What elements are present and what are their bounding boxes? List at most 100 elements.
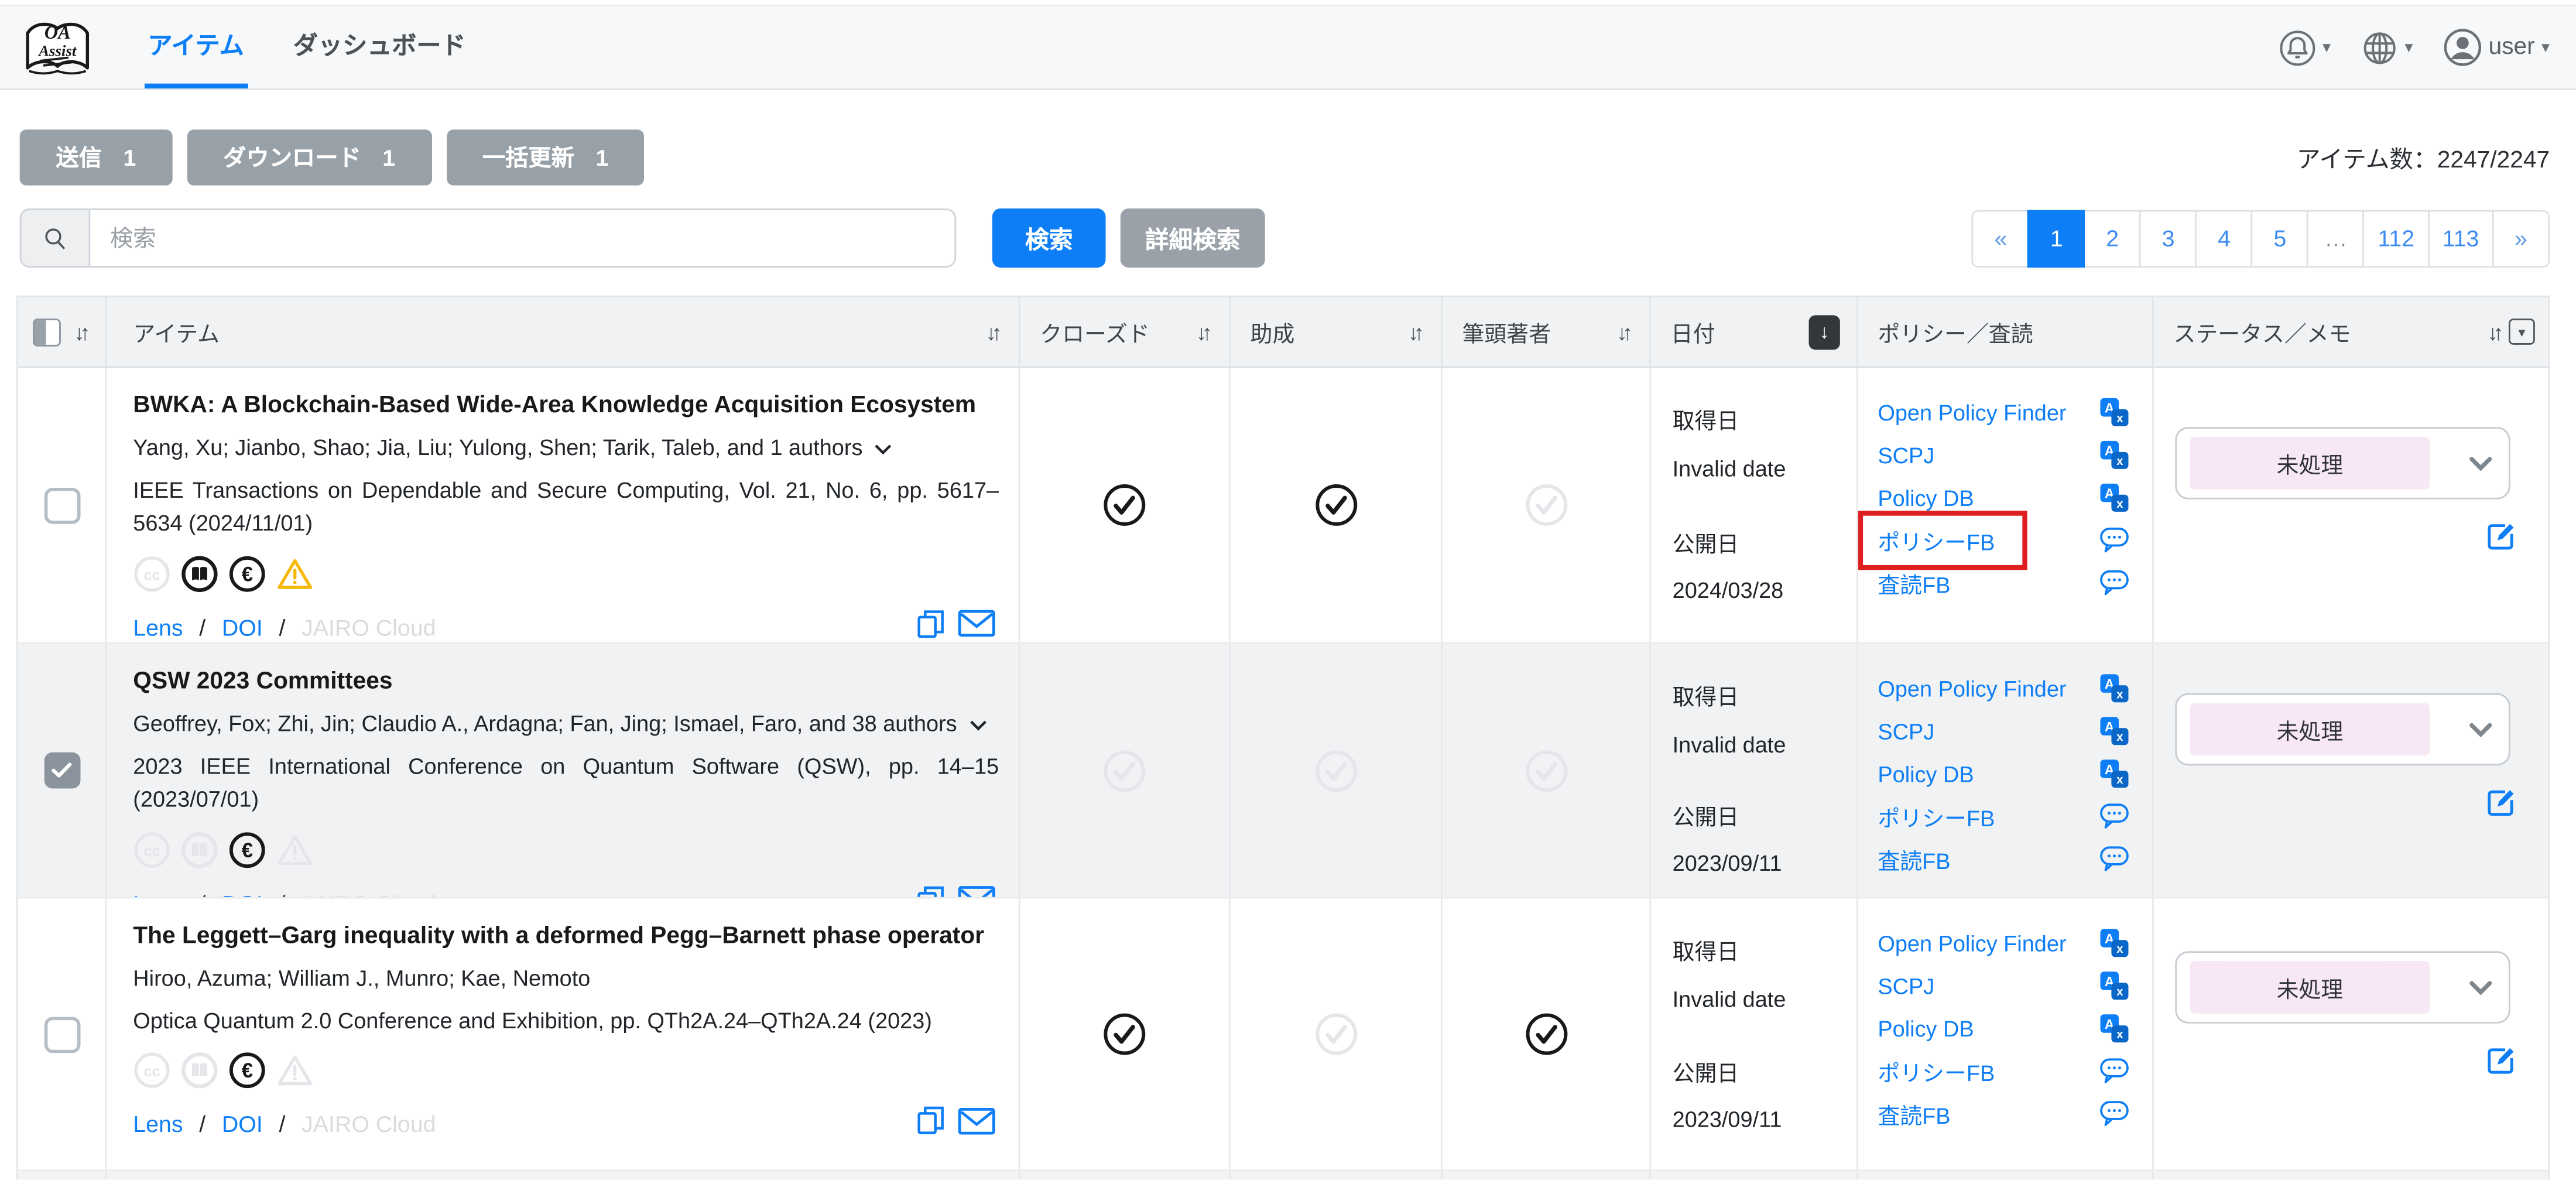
page-112[interactable]: 112 [2363,209,2430,267]
sort-icon[interactable]: ↓↑ [2487,319,2503,344]
download-button[interactable]: ダウンロード 1 [187,129,431,186]
doi-link[interactable]: DOI [221,614,263,641]
notifications-menu[interactable]: ▾ [2278,29,2331,67]
page-next[interactable]: » [2492,209,2550,267]
row-checkbox[interactable] [43,487,80,524]
review-fb-link[interactable]: 査読FB [1878,1104,1951,1129]
review-fb-link[interactable]: 査読FB [1878,849,1951,874]
items-table: ↓↑ アイテム ↓↑ クローズド ↓↑ 助成 ↓↑ 筆頭著者 ↓↑ 日付 ↓ [16,295,2551,1180]
lens-link[interactable]: Lens [133,614,183,641]
sort-icon[interactable]: ↓↑ [74,319,90,344]
row-checkbox[interactable] [43,752,80,789]
copy-icon[interactable] [915,1105,946,1138]
sort-icon[interactable]: ↓↑ [1407,319,1424,344]
sort-icon[interactable]: ↓↑ [1616,319,1633,344]
filter-dropdown-icon[interactable]: ▼ [2508,318,2535,345]
edit-note-icon[interactable] [2486,1045,2517,1076]
grant-check-icon [1314,484,1356,526]
authors-expand-icon[interactable] [968,719,986,731]
policy-db-link[interactable]: Policy DB [1878,485,1974,510]
doi-link[interactable]: DOI [221,1111,263,1138]
tab-items[interactable]: アイテム [144,6,248,89]
user-menu[interactable]: user ▾ [2443,28,2550,67]
comment-icon[interactable] [2099,803,2129,830]
policy-fb-link[interactable]: ポリシーFB [1878,806,1995,832]
open-policy-finder-link[interactable]: Open Policy Finder [1878,676,2067,701]
app-logo[interactable]: OA Assist [20,9,95,85]
review-fb-link[interactable]: 査読FB [1878,573,1951,598]
item-count: アイテム数：2247/2247 [2296,146,2550,173]
scpj-link[interactable]: SCPJ [1878,442,1935,467]
email-icon[interactable] [958,886,996,897]
published-date-label: 公開日 [1672,532,1739,557]
open-policy-finder-link[interactable]: Open Policy Finder [1878,930,2067,956]
copy-icon[interactable] [915,883,946,897]
scpj-link[interactable]: SCPJ [1878,973,1935,998]
search-button[interactable]: 検索 [992,208,1106,268]
language-menu[interactable]: ▾ [2361,29,2413,67]
lens-link[interactable]: Lens [133,1111,183,1138]
page-2[interactable]: 2 [2084,209,2142,267]
column-header-select: ↓↑ [18,297,107,367]
page-1[interactable]: 1 [2027,209,2085,267]
send-button[interactable]: 送信 1 [19,129,173,186]
policy-fb-link[interactable]: ポリシーFB [1878,530,1995,556]
comment-icon[interactable] [2099,527,2129,553]
edit-note-icon[interactable] [2486,521,2517,552]
sort-icon[interactable]: ↓↑ [985,319,1002,344]
open-policy-finder-link[interactable]: Open Policy Finder [1878,399,2067,425]
row-checkbox[interactable] [43,1016,80,1052]
status-select[interactable]: 未処理 [2175,693,2510,766]
advanced-search-button[interactable]: 詳細検索 [1120,208,1265,268]
status-select[interactable]: 未処理 [2175,951,2510,1024]
euro-badge-icon: € [229,1053,265,1089]
sort-icon[interactable]: ↓↑ [1195,319,1212,344]
chevron-down-icon: ▾ [2541,38,2550,57]
doi-link[interactable]: DOI [222,890,263,897]
search-icon [45,227,66,249]
comment-icon[interactable] [2099,1101,2129,1127]
comment-icon[interactable] [2099,570,2129,596]
svg-text:€: € [242,1060,253,1083]
page-5[interactable]: 5 [2251,209,2309,267]
authors-expand-icon[interactable] [874,443,892,454]
table-row: The Leggett–Garg inequality with a defor… [18,898,2548,1172]
tab-dashboard[interactable]: ダッシュボード [290,6,469,88]
cc-badge-icon: cc [134,556,170,591]
edit-note-icon[interactable] [2486,787,2517,818]
select-all-checkbox[interactable] [33,317,61,346]
scpj-link[interactable]: SCPJ [1878,719,1935,744]
policy-fb-link[interactable]: ポリシーFB [1878,1061,1995,1086]
lens-link[interactable]: Lens [133,890,183,897]
sort-active-desc-icon[interactable]: ↓ [1808,314,1840,349]
email-icon[interactable] [958,610,996,638]
page-4[interactable]: 4 [2195,209,2253,267]
page-prev[interactable]: « [1972,209,2030,267]
search-input[interactable] [90,210,955,266]
copy-icon[interactable] [915,607,946,640]
page-113[interactable]: 113 [2427,209,2494,267]
page-3[interactable]: 3 [2139,209,2197,267]
svg-text:OA: OA [44,22,71,43]
check-icon [52,762,72,778]
bulk-update-button[interactable]: 一括更新 1 [446,129,645,186]
closed-check-icon [1104,1013,1146,1055]
svg-text:x: x [2116,455,2123,468]
comment-icon[interactable] [2099,846,2129,873]
status-select[interactable]: 未処理 [2175,427,2510,500]
policy-db-link[interactable]: Policy DB [1878,1016,1974,1041]
column-header-status: ステータス／メモ ↓↑ ▼ [2154,297,2551,366]
comment-icon[interactable] [2099,1058,2129,1084]
main-nav: アイテム ダッシュボード [144,6,469,89]
policy-db-link[interactable]: Policy DB [1878,761,1974,786]
email-icon[interactable] [958,1107,996,1135]
